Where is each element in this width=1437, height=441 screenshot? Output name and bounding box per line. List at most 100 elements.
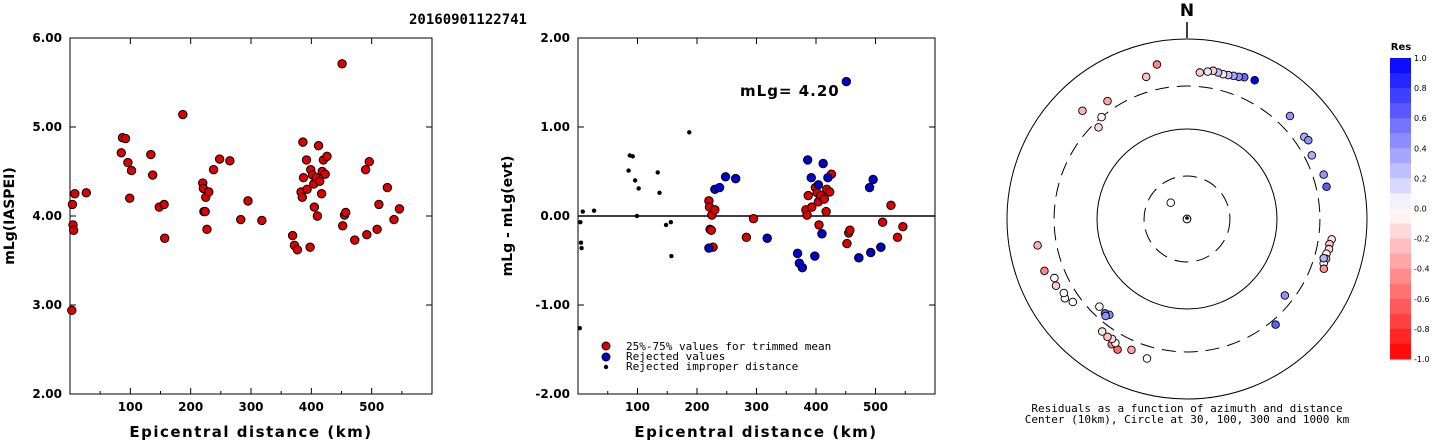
residual-x-axis-label: Epicentral distance (km) [634, 423, 877, 441]
station-marker [1250, 75, 1259, 85]
colorbar-ticks: 1.0 0.8 0.6 0.4 0.2 0.0 -0.2 -0.4 -0.6 -0.8 -1.0 [1414, 54, 1430, 364]
data-point [312, 211, 323, 221]
data-point [578, 240, 584, 245]
legend-label-trimmed: 25%-75% values for trimmed mean [626, 340, 831, 353]
station-marker [1280, 291, 1290, 300]
colorbar-swatch [1390, 223, 1411, 240]
station-marker [1271, 320, 1280, 329]
colorbar-swatch [1390, 133, 1411, 149]
data-point [292, 245, 303, 255]
y-tick-label: 5.00 [32, 120, 62, 134]
legend-marker-rejected [601, 352, 611, 362]
data-point [818, 158, 828, 169]
data-point [225, 156, 235, 166]
event-magnitude-annotation: mLg= 4.20 [740, 82, 840, 100]
station-marker [1127, 345, 1136, 355]
data-point [374, 199, 384, 210]
station-marker [1319, 170, 1328, 179]
data-point [720, 172, 731, 182]
data-point [714, 182, 725, 193]
colorbar-swatch [1390, 73, 1411, 89]
data-point [70, 189, 80, 199]
magnitude-points [67, 59, 405, 316]
magnitude-x-axis-label: Epicentral distance (km) [129, 423, 372, 441]
data-point [350, 235, 360, 245]
colorbar-swatch [1390, 193, 1411, 209]
residual-colorbar: Res 1.0 0.8 0.6 0.4 0.2 0.0 -0.2 -0.4 -0.6 -0.8 -1… [1390, 42, 1430, 364]
distance-ring-100 [1096, 128, 1278, 310]
data-point [741, 232, 752, 243]
data-point [362, 229, 372, 240]
data-point [845, 225, 855, 235]
data-point [316, 189, 327, 199]
data-point [591, 208, 597, 213]
data-point [257, 215, 267, 226]
data-point [824, 187, 835, 197]
colorbar-swatch [1390, 343, 1411, 360]
y-tick-label: 4.00 [32, 209, 62, 223]
data-point [802, 155, 813, 165]
legend-marker-improper [603, 364, 609, 370]
data-point [807, 202, 817, 212]
colorbar-swatch [1390, 298, 1411, 315]
data-point [382, 182, 393, 193]
colorbar-swatch [1390, 208, 1411, 225]
data-point [341, 207, 351, 218]
colorbar-tick-label: -0.6 [1414, 295, 1430, 304]
azimuth-panel: N Residuals as a function of azimuth and… [1006, 1, 1430, 426]
data-point [803, 190, 813, 201]
data-point [67, 305, 77, 316]
colorbar-swatch [1390, 268, 1411, 285]
data-point [298, 173, 309, 183]
data-point [655, 170, 660, 175]
data-point [892, 232, 903, 243]
colorbar-swatches [1390, 58, 1411, 360]
distance-rings [1006, 38, 1368, 400]
colorbar-tick-label: 0.8 [1414, 84, 1427, 93]
data-point [813, 180, 824, 190]
y-tick-label: 2.00 [32, 387, 62, 401]
data-point [298, 137, 308, 147]
station-marker [1195, 68, 1205, 77]
data-point [394, 204, 405, 214]
data-point [792, 248, 803, 259]
colorbar-tick-label: -1.0 [1414, 355, 1430, 364]
data-point [146, 149, 156, 160]
colorbar-tick-label: -0.4 [1414, 265, 1430, 274]
station-marker [1095, 302, 1104, 311]
x-tick-label: 200 [684, 400, 709, 414]
data-point [748, 213, 759, 224]
station-marker [1097, 327, 1107, 336]
magnitude-x-ticks: 100 200 300 400 500 [99, 38, 403, 414]
colorbar-swatch [1390, 328, 1411, 345]
station-marker [1059, 288, 1069, 298]
station-marker [1103, 332, 1112, 342]
data-point [864, 182, 875, 193]
colorbar-swatch [1390, 148, 1411, 164]
data-point [81, 188, 91, 198]
data-point [214, 154, 225, 164]
magnitude-plot-frame [69, 37, 433, 395]
station-marker [1050, 273, 1059, 283]
north-label: N [1180, 1, 1194, 21]
x-tick-label: 100 [625, 400, 650, 414]
data-point [886, 200, 896, 211]
data-point [706, 225, 716, 235]
data-point [360, 165, 371, 175]
data-point [802, 210, 812, 220]
data-point [669, 253, 674, 259]
station-marker [1142, 354, 1152, 363]
data-point [821, 206, 831, 217]
colorbar-tick-label: -0.2 [1414, 235, 1430, 244]
station-marker [1094, 123, 1103, 132]
colorbar-swatch [1390, 238, 1411, 255]
residual-panel: -2.00 -1.00 0.00 1.00 2.00 100 200 300 400 500 m… [500, 31, 936, 441]
azimuth-caption-line-1: Residuals as a function of azimuth and d… [1031, 402, 1342, 415]
magnitude-y-axis-label: mLg(IASPEI) [2, 167, 18, 265]
station-marker [1166, 198, 1176, 208]
data-point [579, 245, 584, 251]
data-point [806, 173, 816, 183]
data-point [322, 151, 332, 162]
data-point [389, 214, 399, 225]
data-point [868, 174, 878, 185]
